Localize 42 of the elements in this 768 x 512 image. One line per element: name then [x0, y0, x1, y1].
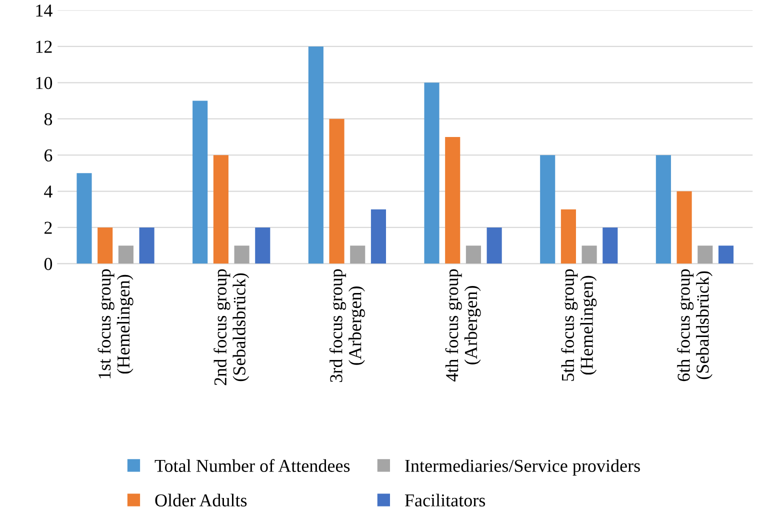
y-tick-label: 10 [36, 76, 52, 90]
y-tick-label: 4 [44, 186, 52, 198]
bar [602, 227, 618, 264]
x-tick-label: 2nd focus group (Sebaldsbrück) [214, 269, 250, 386]
bar [445, 136, 460, 264]
bar [234, 246, 250, 264]
y-tick-label: 8 [44, 113, 52, 126]
x-tick-label: 4th focus group (Arbergen) [445, 269, 481, 382]
bar [718, 246, 734, 264]
bar [582, 246, 597, 264]
bar [76, 173, 92, 264]
y-tick-label: 2 [44, 222, 52, 234]
y-tick-label: 6 [44, 149, 52, 162]
bar [540, 155, 556, 264]
y-tick-label: 14 [36, 4, 52, 17]
bar [656, 155, 671, 264]
legend-label: Total Number of Attendees [154, 459, 350, 472]
bar [350, 246, 366, 264]
bar [329, 118, 344, 264]
legend-label: Older Adults [155, 494, 247, 506]
bar [213, 155, 228, 264]
bar [698, 246, 713, 264]
y-tick-label: 12 [36, 40, 52, 53]
bar [308, 46, 324, 264]
bar [139, 227, 154, 264]
bar [370, 209, 386, 264]
legend-label: Intermediaries/Service providers [405, 459, 640, 476]
legend-label: Facilitators [404, 494, 486, 506]
bar [486, 227, 502, 264]
bar [255, 227, 270, 264]
bar [560, 209, 576, 264]
x-tick-label: 5th focus group (Hemelingen) [561, 269, 597, 381]
y-tick-label: 0 [44, 258, 52, 270]
bar [98, 227, 113, 264]
bar [118, 246, 134, 264]
bar [676, 191, 692, 264]
x-tick-label: 3rd focus group (Arbergen) [329, 269, 365, 382]
bar [192, 100, 208, 264]
x-tick-label: 1st focus group (Hemelingen) [98, 269, 134, 378]
x-tick-label: 6th focus group (Sebaldsbrück) [676, 269, 712, 382]
bar [424, 82, 440, 264]
bar [466, 246, 481, 264]
